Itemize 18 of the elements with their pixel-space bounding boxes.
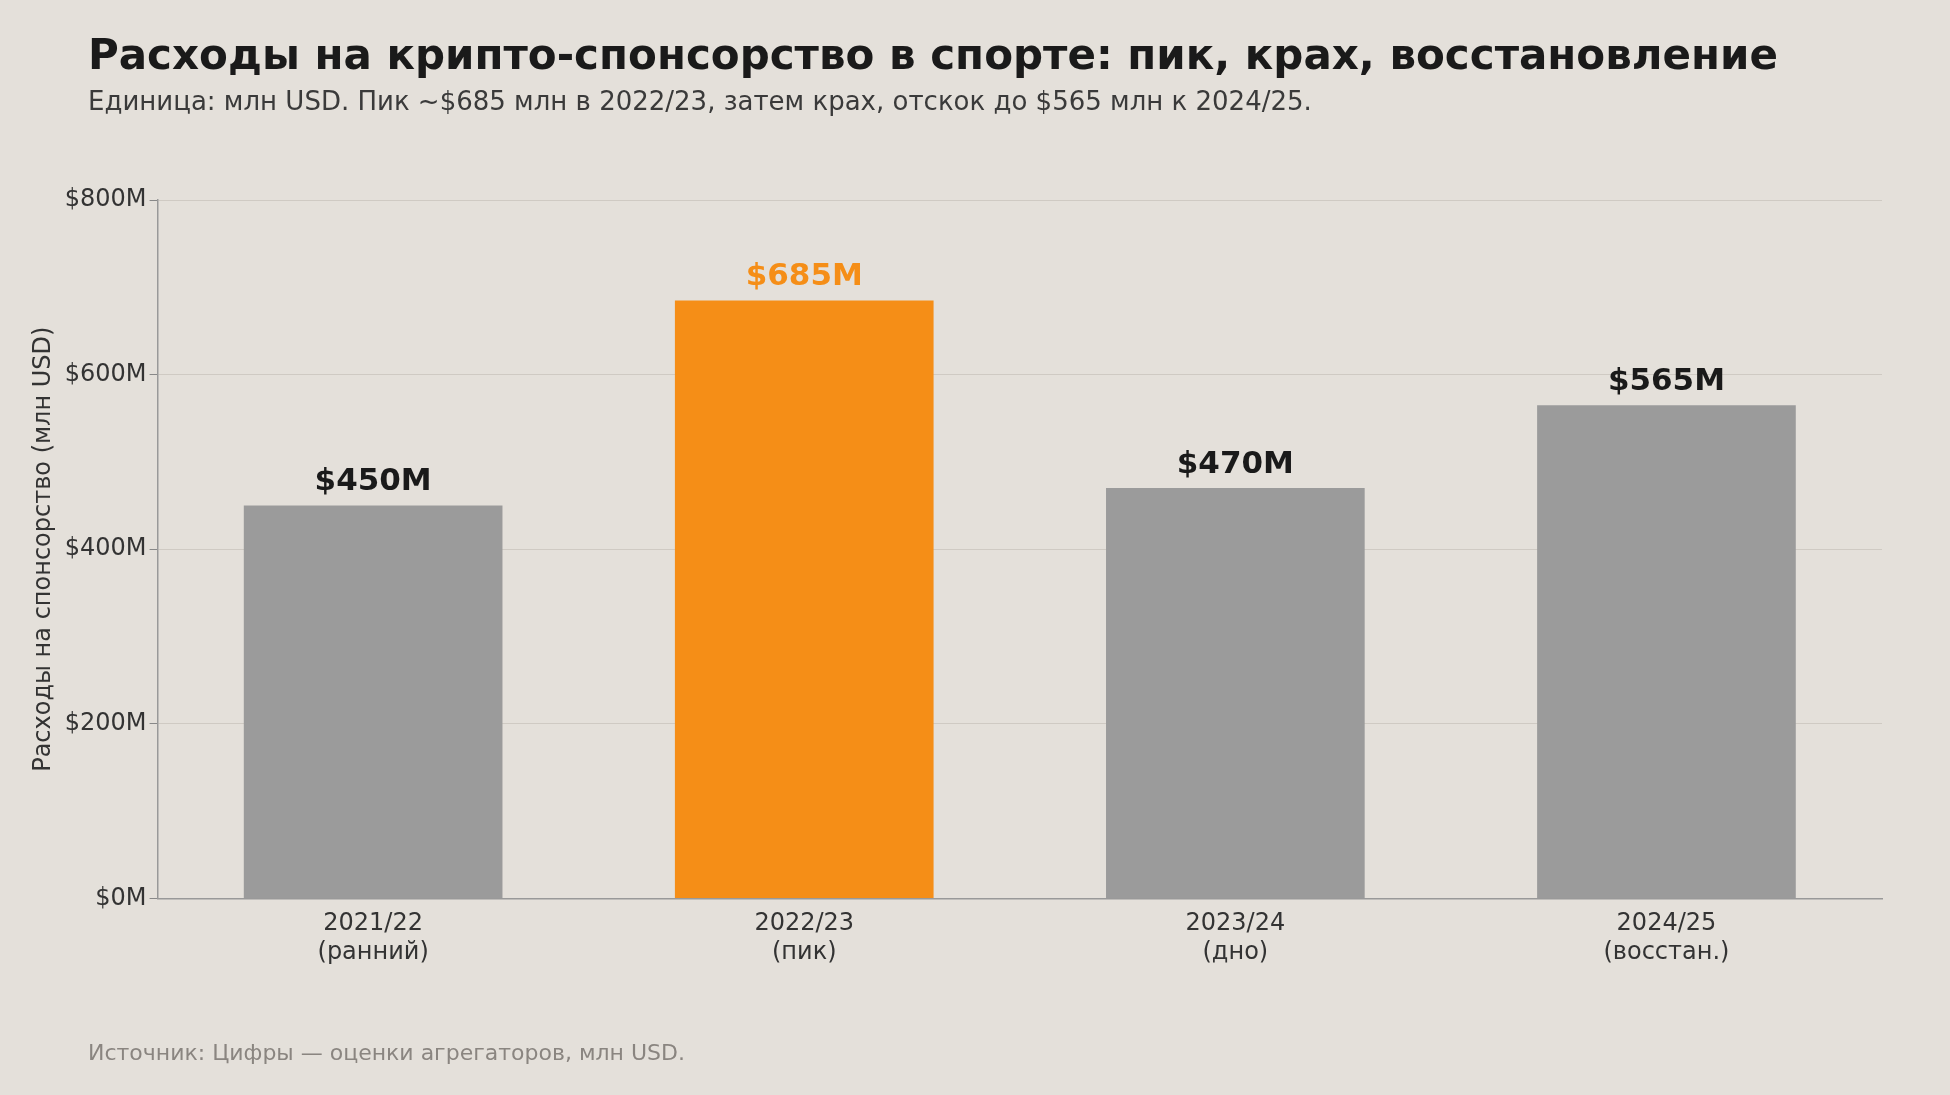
y-tick-label: $200M — [64, 708, 147, 737]
chart-title: Расходы на крипто-спонсорство в спорте: пик, крах, восстановление — [88, 30, 1778, 79]
y-tick-label: $0M — [95, 882, 147, 911]
text: Источник: Цифры — оценки агрегаторов, млн USD. — [88, 1040, 685, 1065]
data-label: $450M — [314, 461, 432, 498]
chart-subtitle: Единица: млн USD. Пик ~$685 млн в 2022/23, затем крах, отскок до $565 млн к 2024/25. — [88, 86, 1312, 116]
x-tick-label: 2021/22 (ранний) — [317, 908, 429, 965]
data-label: $565M — [1607, 360, 1726, 397]
y-tick-label: $800M — [64, 184, 147, 213]
y-tick-label: $400M — [64, 533, 147, 562]
x-tick-label: 2022/23 (пик) — [754, 908, 855, 965]
y-axis-title: Расходы на спонсорство (млн USD) — [27, 326, 56, 772]
x-tick-label: 2024/25 (восстан.) — [1603, 908, 1730, 965]
data-label: $470M — [1176, 443, 1294, 480]
y-tick-label: $600M — [64, 358, 147, 387]
bar — [674, 300, 934, 898]
x-tick-label: 2023/24 (дно) — [1185, 908, 1286, 965]
data-label: $685M — [745, 255, 863, 292]
